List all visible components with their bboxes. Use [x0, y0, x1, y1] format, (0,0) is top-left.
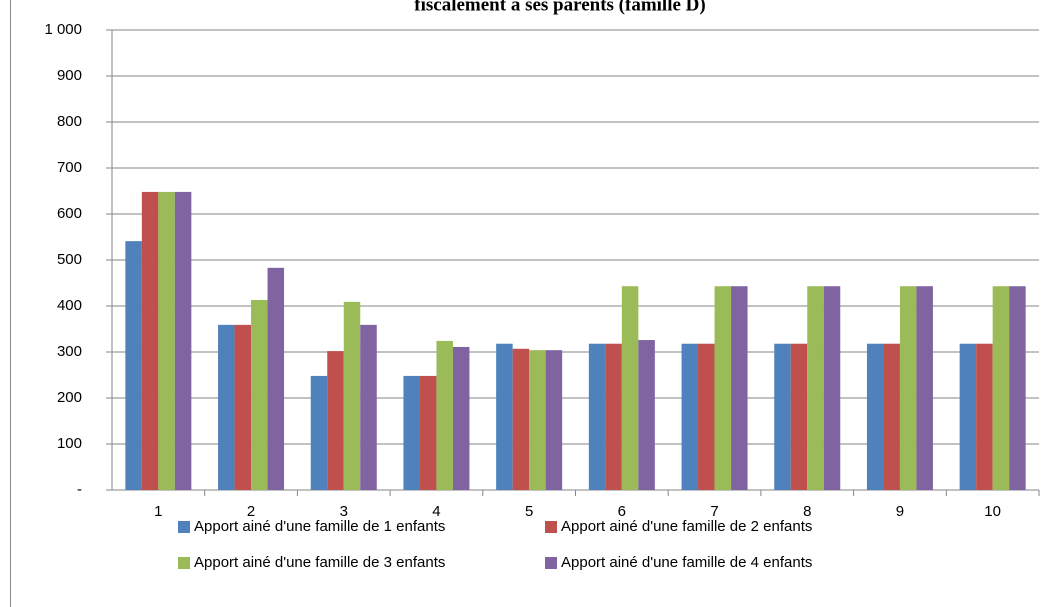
y-tick-label: 400 — [57, 297, 82, 314]
bar — [899, 286, 917, 490]
bar — [698, 343, 715, 490]
bar — [681, 343, 699, 490]
bar — [823, 286, 841, 490]
bar — [496, 343, 513, 490]
legend-swatch — [178, 557, 190, 569]
y-tick-label: 600 — [57, 205, 82, 222]
legend-label: Apport ainé d'une famille de 4 enfants — [561, 554, 812, 571]
bar — [883, 343, 900, 490]
bar — [605, 343, 622, 490]
y-tick-label: 500 — [57, 251, 82, 268]
bar — [731, 286, 748, 490]
y-tick-label: 900 — [57, 67, 82, 84]
legend-swatch — [545, 557, 557, 569]
x-tick-label: 8 — [803, 503, 811, 520]
bar — [992, 286, 1010, 490]
bar — [790, 343, 808, 490]
y-tick-label: 200 — [57, 389, 82, 406]
bar — [360, 324, 377, 490]
bar — [452, 346, 470, 490]
chart-title: fiscalement à ses parents (famille D) — [414, 0, 705, 15]
x-tick-label: 2 — [247, 503, 255, 520]
bar — [267, 267, 285, 490]
bar — [545, 350, 563, 490]
x-tick-label: 9 — [896, 503, 904, 520]
bar — [638, 340, 655, 490]
bar — [807, 286, 824, 490]
bar — [714, 286, 732, 490]
bar — [588, 343, 606, 490]
x-tick-label: 7 — [710, 503, 718, 520]
bar — [327, 351, 344, 490]
bar — [174, 191, 192, 491]
bar — [976, 343, 993, 490]
y-tick-label: 1 000 — [44, 21, 82, 38]
bar — [310, 375, 328, 490]
x-tick-label: 4 — [432, 503, 440, 520]
bar — [774, 343, 791, 490]
y-tick-label: - — [77, 481, 82, 498]
legend-label: Apport ainé d'une famille de 3 enfants — [194, 554, 445, 571]
bar — [529, 350, 546, 490]
x-tick-label: 1 — [154, 503, 162, 520]
bar — [512, 348, 530, 490]
x-tick-label: 10 — [984, 503, 1001, 520]
y-tick-label: 300 — [57, 343, 82, 360]
bar — [251, 300, 268, 490]
bar — [343, 301, 361, 490]
x-tick-label: 6 — [618, 503, 626, 520]
x-tick-label: 5 — [525, 503, 533, 520]
bar — [419, 375, 437, 490]
bar — [158, 191, 175, 491]
bar — [621, 286, 639, 490]
legend-label: Apport ainé d'une famille de 2 enfants — [561, 518, 812, 535]
x-tick-label: 3 — [340, 503, 348, 520]
bar — [1009, 286, 1026, 490]
bar — [218, 324, 235, 490]
bar — [125, 241, 142, 490]
bar — [403, 375, 420, 490]
legend-swatch — [545, 521, 557, 533]
bar — [866, 343, 884, 490]
y-tick-label: 700 — [57, 159, 82, 176]
bar — [916, 286, 933, 490]
bar — [234, 324, 252, 490]
legend-label: Apport ainé d'une famille de 1 enfants — [194, 518, 445, 535]
y-tick-label: 100 — [57, 435, 82, 452]
bar — [436, 340, 453, 490]
legend-swatch — [178, 521, 190, 533]
bar — [141, 191, 159, 491]
y-tick-label: 800 — [57, 113, 82, 130]
bar — [959, 343, 977, 490]
